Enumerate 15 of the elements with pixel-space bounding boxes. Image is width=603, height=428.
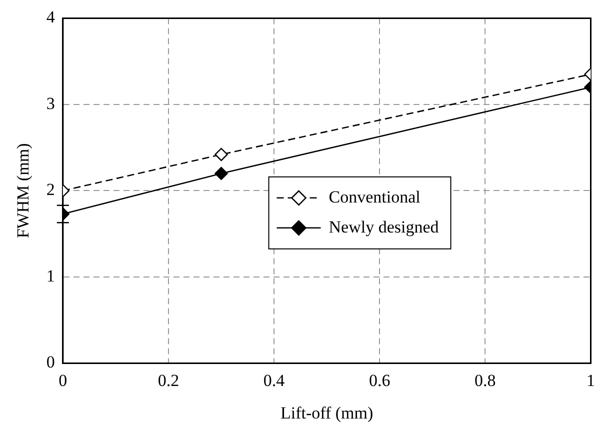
x-tick-label: 1 bbox=[586, 370, 595, 390]
y-tick-label: 3 bbox=[46, 94, 55, 113]
x-axis-title: Lift-off (mm) bbox=[280, 403, 374, 422]
x-tick-label: 0.8 bbox=[474, 370, 496, 390]
x-tick-label: 0.2 bbox=[158, 370, 180, 390]
x-tick-label: 0.4 bbox=[263, 370, 286, 390]
legend-label: Conventional bbox=[328, 187, 421, 206]
y-tick-label: 1 bbox=[46, 266, 55, 286]
legend-label: Newly designed bbox=[328, 217, 440, 236]
y-axis-title: FWHM (mm) bbox=[14, 143, 33, 238]
y-tick-label: 4 bbox=[46, 8, 56, 27]
y-tick-label: 0 bbox=[46, 352, 55, 372]
x-tick-label: 0.6 bbox=[368, 370, 390, 390]
y-tick-label: 2 bbox=[46, 180, 55, 200]
x-tick-label: 0 bbox=[58, 370, 68, 390]
